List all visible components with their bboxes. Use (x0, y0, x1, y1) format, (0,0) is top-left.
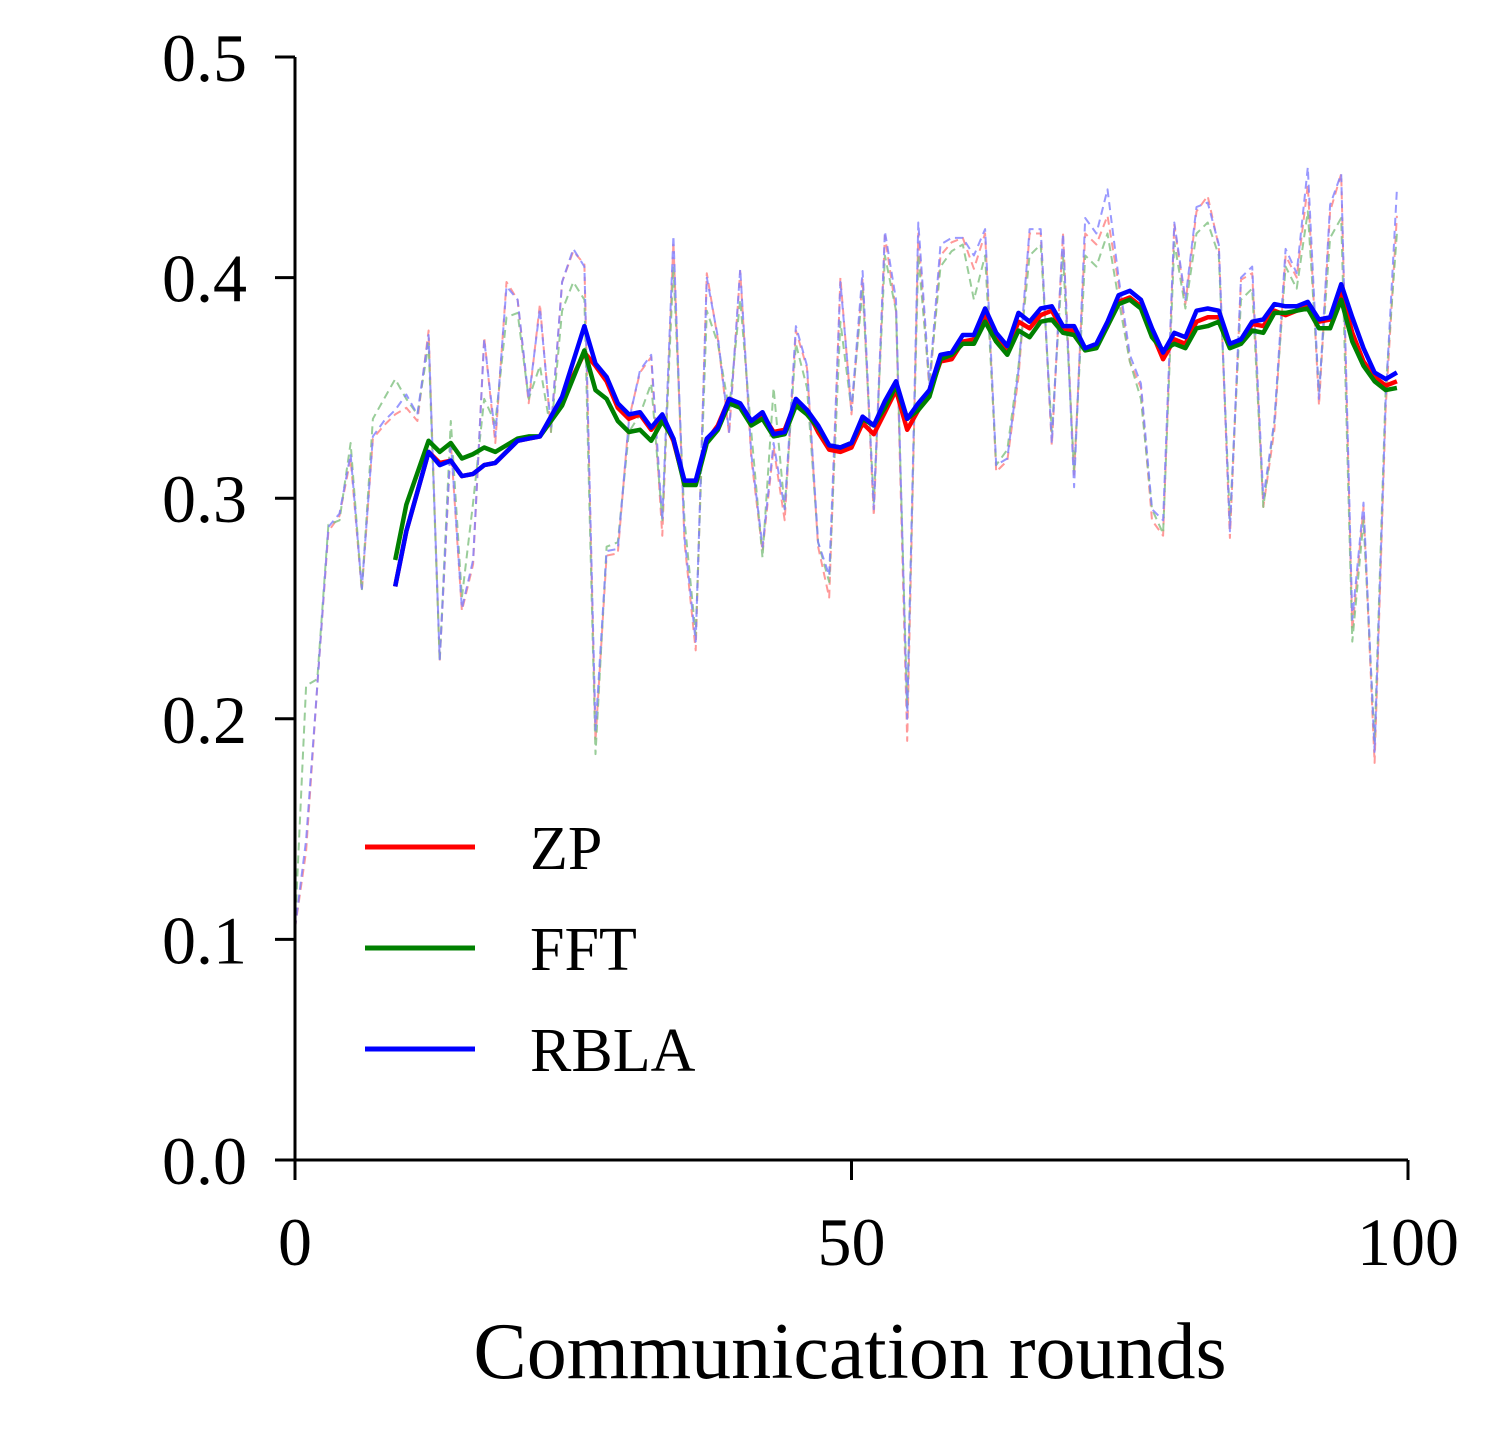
x-tick-label: 100 (1357, 1204, 1459, 1280)
y-tick-label: 0.4 (162, 241, 247, 317)
series-line-raw-5 (294, 166, 1398, 929)
plot-area (294, 166, 1399, 929)
legend-label-fft: FFT (530, 916, 637, 984)
y-tick-label: 0.2 (162, 682, 247, 758)
y-tick-label: 0.0 (162, 1123, 247, 1199)
series-line-rbla (392, 281, 1399, 587)
y-tick-label: 0.3 (162, 461, 247, 537)
y-tick-label: 0.5 (162, 20, 247, 96)
axis-ticks: 0.0 0.1 0.2 0.3 0.4 0.5 0 50 100 (162, 20, 1459, 1280)
series-line-fft (392, 297, 1398, 561)
legend-label-zp: ZP (530, 815, 602, 883)
x-tick-label: 0 (278, 1204, 312, 1280)
legend-label-rbla: RBLA (530, 1017, 696, 1085)
x-axis-title: Communication rounds (473, 1308, 1226, 1396)
series-line-raw-4 (294, 210, 1398, 929)
series-line-raw-3 (294, 172, 1398, 929)
x-tick-label: 50 (818, 1204, 886, 1280)
legend: ZP FFT RBLA (365, 815, 696, 1085)
y-tick-label: 0.1 (162, 902, 247, 978)
